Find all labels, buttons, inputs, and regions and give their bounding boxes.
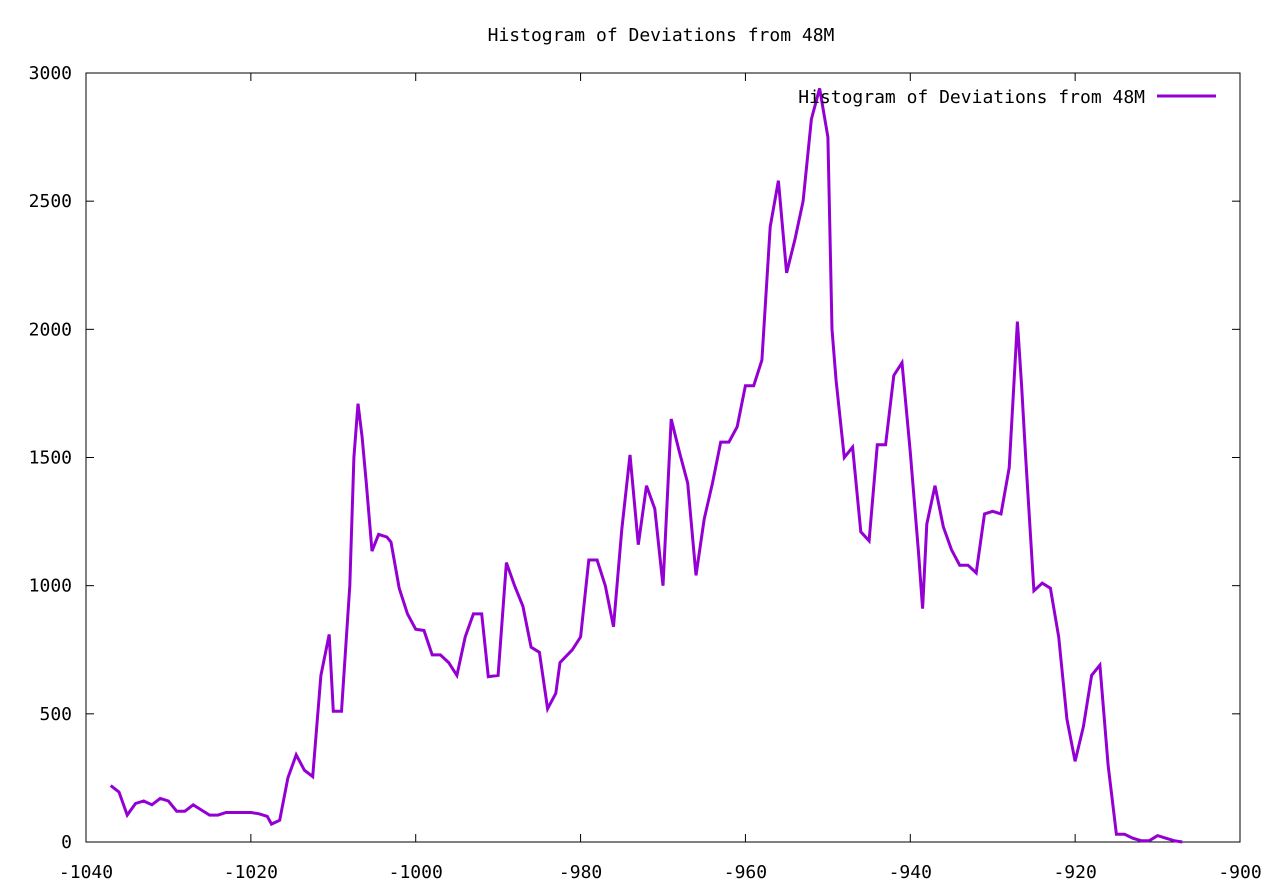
series-line — [109, 88, 1183, 844]
x-tick-label: -940 — [889, 862, 932, 883]
y-tick-label: 2500 — [29, 191, 72, 212]
x-axis: -1040 -1020 -1000 -980 -960 -940 -920 -900 — [59, 73, 1262, 883]
y-tick-label: 2000 — [29, 319, 72, 340]
y-tick-label: 0 — [61, 832, 72, 853]
y-axis: 0 500 1000 1500 2000 2500 3000 — [29, 63, 1240, 853]
y-tick-label: 1000 — [29, 576, 72, 597]
legend: Histogram of Deviations from 48M — [798, 87, 1216, 108]
legend-label: Histogram of Deviations from 48M — [798, 87, 1145, 108]
x-tick-label: -980 — [559, 862, 602, 883]
y-tick-label: 500 — [39, 704, 72, 725]
x-tick-label: -960 — [724, 862, 767, 883]
x-tick-label: -1020 — [224, 862, 278, 883]
x-tick-label: -900 — [1218, 862, 1261, 883]
x-tick-label: -1040 — [59, 862, 113, 883]
y-tick-label: 1500 — [29, 448, 72, 469]
chart-title: Histogram of Deviations from 48M — [488, 25, 835, 46]
x-tick-label: -1000 — [389, 862, 443, 883]
x-tick-label: -920 — [1053, 862, 1096, 883]
y-tick-label: 3000 — [29, 63, 72, 84]
